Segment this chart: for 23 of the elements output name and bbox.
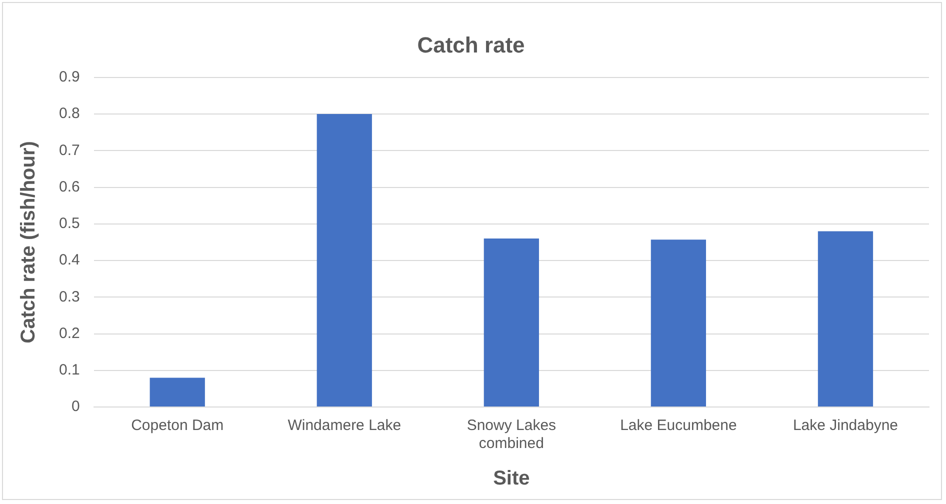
y-tick-label: 0.1 xyxy=(58,362,80,379)
bar xyxy=(316,114,372,406)
y-tick-label: 0.2 xyxy=(58,324,80,342)
x-axis-title: Site xyxy=(493,468,530,490)
x-tick-label: Windamere Lake xyxy=(288,417,402,434)
y-tick-label: 0.9 xyxy=(58,68,80,86)
y-axis-title: Catch rate (fish/hour) xyxy=(18,141,40,344)
y-tick-label: 0.6 xyxy=(58,178,80,196)
x-tick-label: Snowy Lakes combined xyxy=(466,417,556,452)
y-tick-label: 0 xyxy=(72,398,80,416)
bar xyxy=(650,240,706,406)
chart-title: Catch rate xyxy=(417,32,525,58)
y-tick-label: 0.8 xyxy=(58,105,80,122)
bar xyxy=(150,378,205,406)
bar xyxy=(484,238,539,406)
y-tick-label: 0.5 xyxy=(58,215,80,232)
y-tick-label: 0.7 xyxy=(58,142,80,159)
x-tick-label: Lake Eucumbene xyxy=(620,417,737,434)
x-tick-label: Lake Jindabyne xyxy=(792,417,898,434)
y-tick-label: 0.3 xyxy=(58,288,80,306)
x-tick-label: Copeton Dam xyxy=(131,417,224,434)
bar xyxy=(818,231,874,406)
y-tick-label: 0.4 xyxy=(58,252,80,269)
